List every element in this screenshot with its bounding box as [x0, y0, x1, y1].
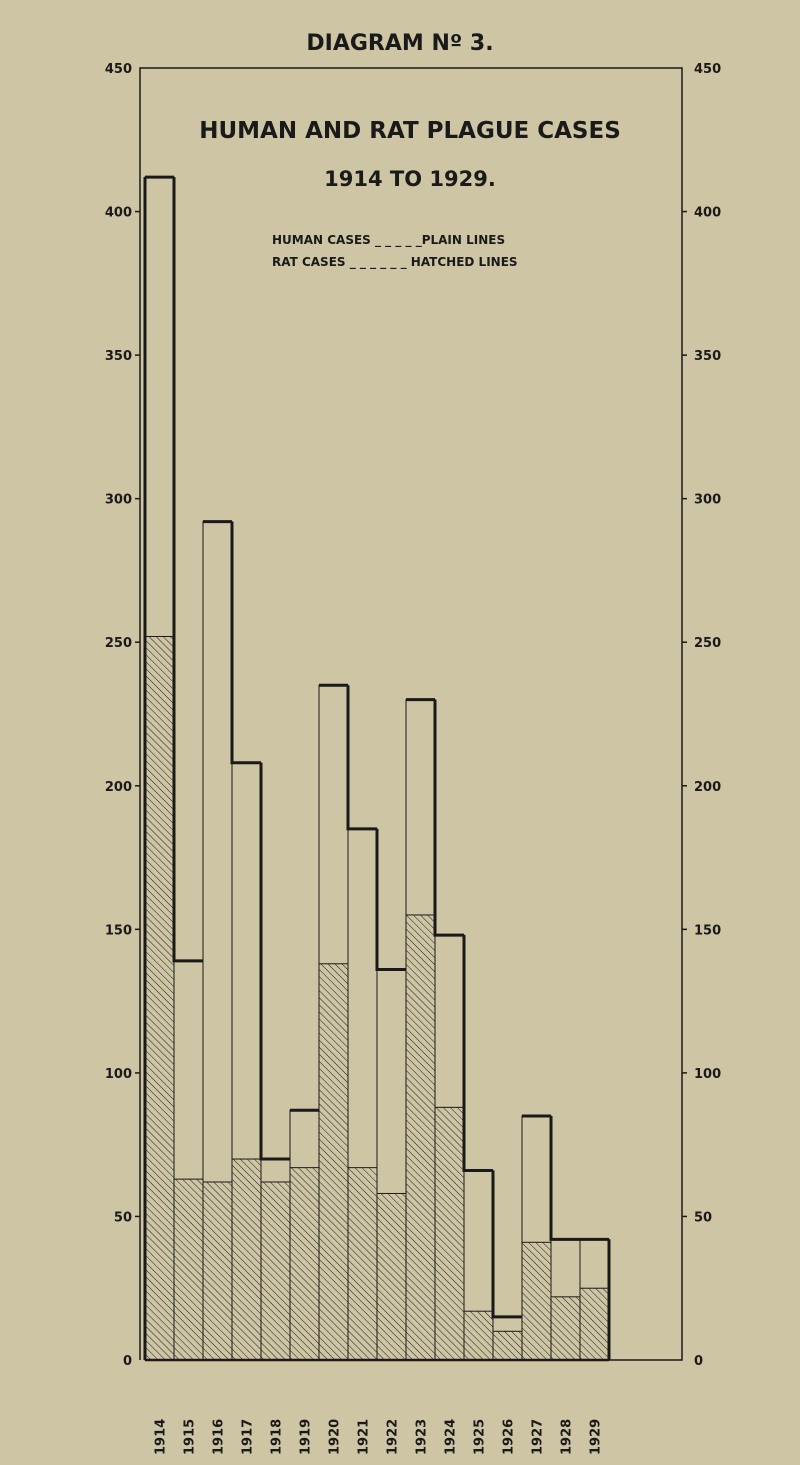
- plot-area: 0 0 50 50 100 100 150 150 200 200 250 250 300 300 350 3…: [105, 62, 721, 1455]
- rat-bar-1920: [318, 963, 349, 1361]
- human-top-1921: [346, 685, 377, 831]
- y-tick-label-left: 300: [105, 493, 132, 508]
- y-tick-label-right: 200: [694, 780, 721, 795]
- rat-bar-1926: [492, 1330, 523, 1361]
- x-tick-label: 1916: [212, 1419, 227, 1455]
- y-tick-label-left: 250: [105, 636, 132, 651]
- rat-bar-1917: [231, 1158, 262, 1361]
- y-tick-label-left: 350: [105, 349, 132, 364]
- x-tick-label: 1922: [386, 1419, 401, 1455]
- human-top-1918: [259, 762, 290, 1161]
- y-tick-label-left: 50: [114, 1210, 132, 1225]
- y-tick-label-right: 100: [694, 1067, 721, 1082]
- human-top-1926: [491, 1170, 522, 1319]
- x-tick-label: 1915: [183, 1419, 198, 1455]
- y-tick-label-right: 50: [694, 1210, 712, 1225]
- x-tick-label: 1926: [502, 1419, 517, 1455]
- rat-bar-1922: [376, 1192, 407, 1361]
- y-tick-label-right: 450: [694, 62, 721, 77]
- rat-bar-1923: [405, 914, 436, 1361]
- y-tick-label-left: 450: [105, 62, 132, 77]
- x-tick-label: 1919: [299, 1419, 314, 1455]
- human-top-1924: [433, 699, 464, 937]
- x-tick-label: 1917: [241, 1419, 256, 1455]
- rat-bar-1915: [173, 1178, 204, 1361]
- x-tick-label: 1929: [589, 1419, 604, 1455]
- human-top-1928: [549, 1115, 580, 1241]
- y-tick-label-right: 150: [694, 923, 721, 938]
- human-top-1922: [375, 828, 406, 972]
- x-tick-label: 1920: [328, 1419, 343, 1455]
- rat-bar-1927: [521, 1241, 552, 1361]
- chart-title: HUMAN AND RAT PLAGUE CASES: [199, 118, 621, 144]
- y-tick-label-right: 0: [694, 1354, 703, 1369]
- x-tick-label: 1918: [270, 1419, 285, 1455]
- rat-bar-1921: [347, 1167, 378, 1361]
- y-tick-label-right: 350: [694, 349, 721, 364]
- x-tick-label: 1924: [444, 1419, 459, 1455]
- y-tick-label-right: 400: [694, 206, 721, 221]
- x-tick-label: 1923: [415, 1419, 430, 1455]
- diagram-header: DIAGRAM Nº 3.: [306, 31, 493, 56]
- x-tick-label: 1914: [154, 1419, 169, 1455]
- x-tick-label: 1928: [560, 1419, 575, 1455]
- legend-rat: RAT CASES _ _ _ _ _ _ HATCHED LINES: [272, 255, 518, 270]
- rat-bar-1914: [144, 635, 175, 1361]
- y-tick-label-left: 0: [123, 1354, 132, 1369]
- x-tick-label: 1921: [357, 1419, 372, 1455]
- x-tick-label: 1925: [473, 1419, 488, 1455]
- rat-bar-1924: [434, 1106, 465, 1361]
- y-tick-label-left: 150: [105, 923, 132, 938]
- x-tick-label: 1927: [531, 1419, 546, 1455]
- rat-bar-1929: [579, 1287, 610, 1361]
- y-tick-label-left: 400: [105, 206, 132, 221]
- y-tick-label-left: 200: [105, 780, 132, 795]
- rat-bar-1928: [550, 1296, 581, 1361]
- human-top-1917: [230, 521, 261, 765]
- rat-bar-1925: [463, 1310, 494, 1361]
- y-tick-label-right: 300: [694, 493, 721, 508]
- y-tick-label-left: 100: [105, 1067, 132, 1082]
- rat-bar-1916: [202, 1181, 233, 1361]
- y-tick-label-right: 250: [694, 636, 721, 651]
- rat-bar-1918: [260, 1181, 291, 1361]
- human-top-1915: [172, 177, 203, 963]
- chart-subtitle: 1914 TO 1929.: [324, 167, 496, 191]
- human-top-1925: [462, 935, 493, 1173]
- rat-bar-1919: [289, 1167, 320, 1361]
- legend-human: HUMAN CASES _ _ _ _ _PLAIN LINES: [272, 233, 505, 248]
